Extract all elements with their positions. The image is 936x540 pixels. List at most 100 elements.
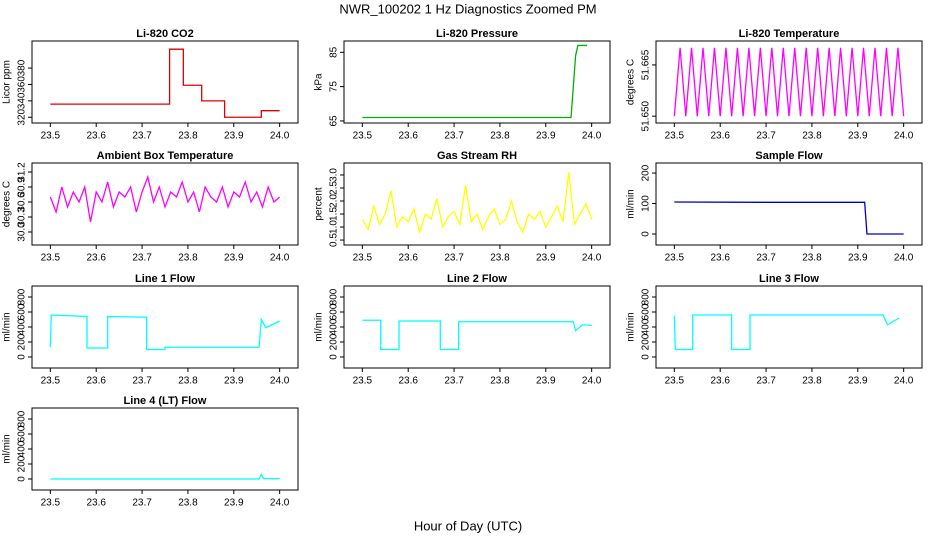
plot-frame [655,285,923,369]
y-tick-label: 380 [17,59,28,76]
plot-frame [31,40,299,124]
panel-title: Line 2 Flow [447,273,507,285]
x-tick-label: 23.6 [86,376,106,387]
x-tick-label: 23.5 [353,131,373,142]
x-tick-label: 23.9 [848,131,868,142]
panel-title: Ambient Box Temperature [97,150,234,162]
y-tick-label: 360 [17,76,28,93]
y-tick-label: 100 [641,195,652,212]
x-tick-label: 23.8 [490,376,510,387]
x-tick-label: 23.7 [132,498,152,509]
x-tick-label: 23.5 [41,498,61,509]
panel-title: Sample Flow [755,150,823,162]
panel-title: Line 4 (LT) Flow [124,395,207,407]
y-tick-label: 51.650 [641,100,652,131]
x-tick-label: 24.0 [270,498,290,509]
data-line [50,473,280,480]
y-tick-label: 400 [329,318,340,335]
plot-frame [31,162,299,246]
y-tick-label: 31.2 [17,162,28,182]
panel-title: Line 3 Flow [759,273,819,285]
y-tick-label: 0 [641,231,652,237]
y-tick-label: 3.0 [329,168,340,182]
x-tick-label: 23.7 [756,253,776,264]
y-tick-label: 800 [641,288,652,305]
x-tick-label: 23.8 [802,131,822,142]
x-tick-label: 24.0 [894,131,914,142]
y-axis-label: ml/min [2,434,13,463]
x-tick-label: 23.6 [398,131,418,142]
x-tick-label: 23.6 [86,253,106,264]
y-tick-label: 0.5 [329,233,340,247]
data-line [362,319,592,351]
x-tick-label: 23.8 [178,376,198,387]
x-tick-label: 23.8 [178,253,198,264]
data-line [673,314,900,351]
x-tick-label: 23.5 [41,376,61,387]
x-tick-label: 23.9 [224,376,244,387]
panel-title: Li-820 Pressure [436,28,518,40]
x-tick-label: 23.7 [756,131,776,142]
data-line [50,48,280,118]
x-tick-label: 23.8 [802,376,822,387]
y-tick-label: 800 [17,288,28,305]
y-tick-label: 600 [329,303,340,320]
y-tick-label: 2.0 [329,194,340,208]
x-tick-label: 23.6 [398,376,418,387]
plot-frame [343,285,611,369]
y-tick-label: 200 [329,333,340,350]
plot-frame [655,162,923,246]
x-tick-label: 23.8 [490,253,510,264]
x-tick-label: 23.9 [224,131,244,142]
y-tick-label: 200 [641,164,652,181]
x-tick-label: 23.7 [132,253,152,264]
x-tick-label: 23.6 [398,253,418,264]
data-line [362,44,588,119]
y-tick-label: 0 [641,354,652,360]
x-tick-label: 23.5 [665,253,685,264]
x-tick-label: 23.6 [710,376,730,387]
y-axis-label: ml/min [314,312,325,341]
data-line [674,201,904,235]
y-axis-label: Licor ppm [2,60,13,104]
x-tick-label: 23.7 [444,253,464,264]
x-tick-label: 23.6 [86,131,106,142]
x-tick-label: 23.7 [444,131,464,142]
y-tick-label: 2.5 [329,181,340,195]
y-tick-label: 51.665 [641,49,652,80]
x-tick-label: 23.9 [224,253,244,264]
x-tick-label: 23.8 [178,131,198,142]
x-tick-label: 23.8 [178,498,198,509]
x-tick-label: 23.5 [41,131,61,142]
x-tick-label: 24.0 [270,131,290,142]
y-tick-label: 800 [329,288,340,305]
y-tick-label: 0 [17,354,28,360]
y-tick-label: 65 [329,115,340,127]
x-tick-label: 24.0 [582,131,602,142]
x-tick-label: 24.0 [582,376,602,387]
x-tick-label: 24.0 [270,376,290,387]
x-axis-label: Hour of Day (UTC) [414,518,522,533]
y-axis-label: kPa [314,73,325,91]
data-line [361,172,593,235]
y-axis-label: degrees C [626,59,637,105]
x-tick-label: 24.0 [894,253,914,264]
y-tick-label: 0 [329,354,340,360]
x-tick-label: 23.6 [86,498,106,509]
data-line [673,47,905,117]
plot-frame [343,162,611,246]
x-tick-label: 23.9 [536,376,556,387]
y-tick-label: 30.0 [17,222,28,242]
panel-title: Li-820 CO2 [136,28,193,40]
y-tick-label: 400 [641,318,652,335]
x-tick-label: 23.5 [665,376,685,387]
y-tick-label: 30.9 [17,177,28,197]
page-title: NWR_100202 1 Hz Diagnostics Zoomed PM [339,1,596,16]
x-tick-label: 23.9 [848,376,868,387]
x-tick-label: 23.8 [490,131,510,142]
plot-frame [655,40,923,124]
x-tick-label: 23.5 [665,131,685,142]
x-tick-label: 23.6 [710,253,730,264]
y-axis-label: ml/min [626,189,637,218]
